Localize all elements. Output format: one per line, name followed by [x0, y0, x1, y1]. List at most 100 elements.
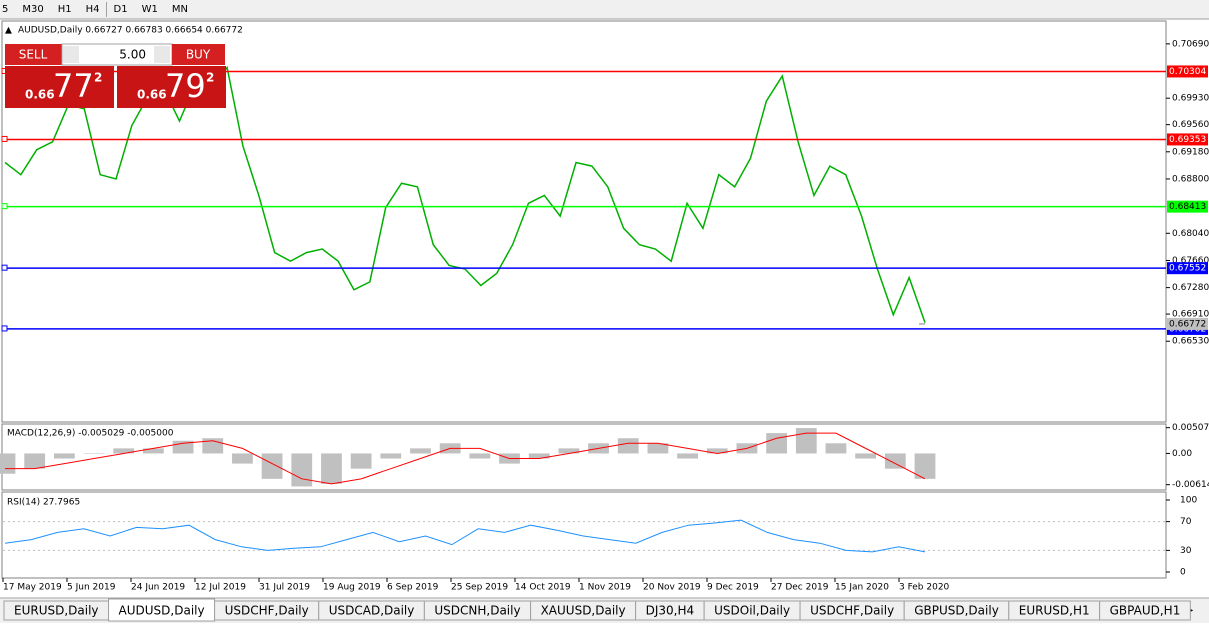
level-label-bg [1167, 200, 1208, 213]
tab-label[interactable]: USDCHF,Daily [810, 604, 894, 618]
x-tick-label: 27 Dec 2019 [771, 583, 829, 593]
y-tick-label: 0.00 [1172, 449, 1192, 459]
buy-label[interactable]: BUY [186, 48, 211, 62]
volume-value[interactable]: 5.00 [119, 48, 146, 62]
volume-up[interactable] [154, 46, 170, 63]
x-tick-label: 15 Jan 2020 [835, 583, 889, 593]
tab-label[interactable]: GBPAUD,H1 [1110, 604, 1181, 618]
timeframe-button[interactable]: MN [172, 4, 188, 15]
y-tick-label: 70 [1180, 517, 1192, 527]
level-label: 0.68413 [1169, 202, 1206, 212]
macd-title: MACD(12,26,9) -0.005029 -0.005000 [7, 429, 174, 439]
y-tick-label: 0.005076 [1172, 423, 1209, 433]
level-label-bg [1167, 262, 1208, 275]
y-tick-label: 0.69560 [1172, 120, 1209, 130]
price-prefix[interactable]: 0.66 [137, 88, 167, 102]
y-tick-label: 0.67280 [1172, 283, 1209, 293]
y-tick-label: 0.69180 [1172, 147, 1209, 157]
timeframe-button[interactable]: M30 [22, 4, 43, 15]
macd-bar [350, 453, 372, 469]
level-handle [1, 264, 8, 271]
sell-label[interactable]: SELL [19, 48, 48, 62]
x-tick-label: 6 Sep 2019 [387, 583, 439, 593]
sell-button[interactable] [5, 44, 62, 65]
toolbar-bg [0, 0, 1209, 19]
timeframe-button[interactable]: H4 [86, 4, 100, 15]
level-label: 0.69353 [1169, 135, 1206, 145]
x-tick-label: 1 Nov 2019 [579, 583, 631, 593]
tab-label[interactable]: GBPUSD,Daily [914, 604, 999, 618]
tab-label[interactable]: USDOil,Daily [714, 604, 790, 618]
y-tick-label: -0.006148 [1172, 480, 1209, 490]
macd-bar [914, 453, 936, 479]
macd-bar [143, 448, 164, 454]
buy-button[interactable] [172, 44, 225, 65]
level-label: 0.70304 [1169, 67, 1206, 77]
rsi-title: RSI(14) 27.7965 [7, 498, 80, 508]
x-tick-label: 17 May 2019 [3, 583, 62, 593]
macd-bar [795, 428, 817, 454]
macd-bar [113, 448, 135, 454]
x-tick-label: 19 Aug 2019 [323, 583, 381, 593]
tab-label[interactable]: EURUSD,H1 [1019, 604, 1090, 618]
current-price-bg [1167, 317, 1208, 330]
price-big[interactable]: 77 [53, 67, 94, 105]
level-label: 0.67552 [1169, 264, 1206, 274]
macd-bar [410, 448, 431, 454]
x-tick-label: 31 Jul 2019 [259, 583, 310, 593]
header-arrow: ▲ [5, 26, 12, 36]
y-tick-label: 0.67660 [1172, 256, 1209, 266]
level-handle [1, 325, 8, 332]
macd-bar [677, 453, 698, 459]
macd-bar [825, 443, 847, 454]
current-price: 0.66772 [1169, 319, 1206, 329]
sell-price-box[interactable] [5, 66, 114, 108]
macd-bar [469, 453, 491, 459]
tab-label[interactable]: USDCNH,Daily [434, 604, 520, 618]
tab[interactable] [1099, 600, 1191, 621]
macd-bar [83, 453, 105, 454]
tab-label[interactable]: USDCHF,Daily [225, 604, 309, 618]
volume-down[interactable] [63, 46, 79, 63]
macd-bar [766, 433, 787, 454]
price-sup[interactable]: 2 [94, 71, 102, 85]
tab-label[interactable]: USDCAD,Daily [329, 604, 415, 618]
timeframe-button[interactable]: D1 [114, 4, 128, 15]
level-label-bg [1167, 65, 1208, 78]
y-tick-label: 0.70690 [1172, 39, 1209, 49]
tab-label[interactable]: DJ30,H4 [646, 604, 695, 618]
timeframe-button[interactable]: W1 [142, 4, 158, 15]
x-tick-label: 3 Feb 2020 [899, 583, 950, 593]
macd-bar [24, 453, 46, 469]
macd-bar [558, 448, 580, 454]
x-tick-label: 25 Sep 2019 [451, 583, 508, 593]
tab-label[interactable]: AUDUSD,Daily [119, 604, 205, 618]
timeframe-button[interactable]: H1 [58, 4, 72, 15]
x-tick-label: 14 Oct 2019 [515, 583, 571, 593]
y-tick-label: 0.68040 [1172, 229, 1209, 239]
macd-bar [291, 453, 313, 487]
macd-bar [0, 453, 16, 474]
x-tick-label: 12 Jul 2019 [195, 583, 246, 593]
macd-bar [647, 443, 669, 454]
buy-price-box[interactable] [117, 66, 226, 108]
y-tick-label: 0.66530 [1172, 337, 1209, 347]
y-tick-label: 30 [1180, 546, 1192, 556]
macd-bar [321, 453, 342, 484]
price-big[interactable]: 79 [165, 67, 206, 105]
x-tick-label: 20 Nov 2019 [643, 583, 701, 593]
timeframe-button[interactable]: 5 [2, 4, 8, 15]
macd-bar [884, 453, 906, 469]
price-prefix[interactable]: 0.66 [25, 88, 55, 102]
x-tick-label: 5 Jun 2019 [67, 583, 116, 593]
macd-bar [380, 453, 402, 459]
tab-label[interactable]: EURUSD,Daily [14, 604, 99, 618]
x-tick-label: 9 Dec 2019 [707, 583, 759, 593]
macd-bar [706, 448, 728, 454]
tab-label[interactable]: XAUUSD,Daily [541, 604, 626, 618]
chart-header: AUDUSD,Daily 0.66727 0.66783 0.66654 0.6… [18, 26, 243, 36]
price-sup[interactable]: 2 [206, 71, 214, 85]
level-handle [1, 135, 8, 142]
rsi-line [4, 519, 926, 553]
